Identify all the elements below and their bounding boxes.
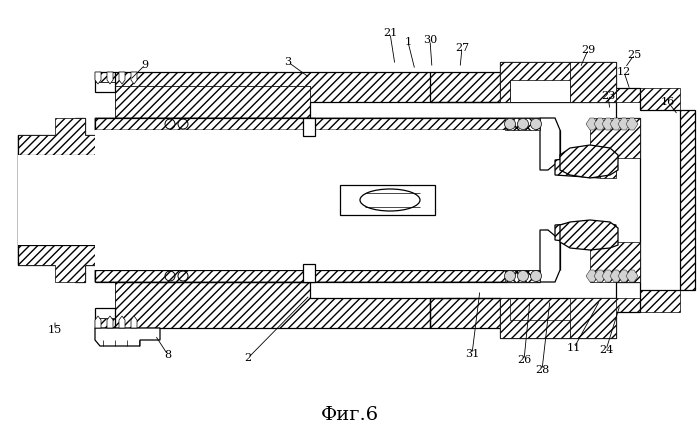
Polygon shape bbox=[570, 298, 616, 338]
Polygon shape bbox=[95, 82, 115, 92]
Polygon shape bbox=[505, 118, 540, 130]
Polygon shape bbox=[600, 155, 616, 178]
Polygon shape bbox=[555, 222, 616, 245]
Text: 12: 12 bbox=[617, 67, 631, 77]
Text: 21: 21 bbox=[383, 28, 397, 38]
Polygon shape bbox=[131, 72, 137, 84]
Polygon shape bbox=[602, 118, 614, 130]
Text: 15: 15 bbox=[48, 325, 62, 335]
Polygon shape bbox=[586, 118, 598, 130]
Text: 23: 23 bbox=[601, 91, 615, 101]
Polygon shape bbox=[640, 290, 680, 312]
Polygon shape bbox=[590, 118, 640, 158]
Text: 24: 24 bbox=[599, 345, 613, 355]
Polygon shape bbox=[610, 270, 622, 282]
Bar bbox=[340, 185, 435, 215]
Polygon shape bbox=[95, 318, 115, 328]
Polygon shape bbox=[586, 270, 598, 282]
Polygon shape bbox=[115, 72, 430, 118]
Bar bbox=[18, 155, 95, 245]
Circle shape bbox=[505, 119, 515, 129]
Text: 30: 30 bbox=[423, 35, 437, 45]
Bar bbox=[510, 72, 570, 102]
Text: 29: 29 bbox=[581, 45, 595, 55]
Polygon shape bbox=[430, 62, 690, 338]
Polygon shape bbox=[95, 316, 101, 328]
Text: 11: 11 bbox=[567, 343, 581, 353]
Polygon shape bbox=[602, 270, 614, 282]
Polygon shape bbox=[680, 110, 695, 290]
Polygon shape bbox=[640, 88, 680, 110]
Circle shape bbox=[517, 271, 528, 281]
Text: 28: 28 bbox=[535, 365, 549, 375]
Polygon shape bbox=[560, 220, 618, 250]
Polygon shape bbox=[555, 155, 616, 178]
Polygon shape bbox=[594, 118, 606, 130]
Circle shape bbox=[505, 271, 515, 281]
Polygon shape bbox=[505, 270, 540, 282]
Polygon shape bbox=[626, 118, 638, 130]
Polygon shape bbox=[115, 282, 430, 328]
Circle shape bbox=[531, 271, 542, 281]
Circle shape bbox=[531, 119, 542, 129]
Circle shape bbox=[517, 119, 528, 129]
Polygon shape bbox=[119, 316, 125, 328]
Text: 26: 26 bbox=[517, 355, 531, 365]
Polygon shape bbox=[115, 86, 310, 118]
Polygon shape bbox=[95, 308, 115, 318]
Polygon shape bbox=[626, 270, 638, 282]
Text: Фиг.6: Фиг.6 bbox=[321, 406, 379, 424]
Text: 16: 16 bbox=[661, 97, 675, 107]
Bar bbox=[95, 130, 545, 270]
Polygon shape bbox=[95, 270, 545, 282]
Polygon shape bbox=[95, 72, 430, 102]
Polygon shape bbox=[500, 62, 570, 102]
Ellipse shape bbox=[360, 189, 420, 211]
Polygon shape bbox=[119, 72, 125, 84]
Polygon shape bbox=[95, 328, 160, 346]
Polygon shape bbox=[500, 298, 570, 338]
Polygon shape bbox=[618, 118, 630, 130]
Polygon shape bbox=[594, 270, 606, 282]
Polygon shape bbox=[560, 145, 618, 178]
Polygon shape bbox=[107, 316, 113, 328]
Text: 27: 27 bbox=[455, 43, 469, 53]
Polygon shape bbox=[95, 118, 545, 130]
Polygon shape bbox=[610, 118, 622, 130]
Polygon shape bbox=[618, 270, 630, 282]
Polygon shape bbox=[18, 245, 95, 282]
Polygon shape bbox=[430, 298, 640, 338]
Text: 2: 2 bbox=[245, 353, 252, 363]
Polygon shape bbox=[115, 282, 430, 328]
Bar bbox=[303, 264, 315, 282]
Polygon shape bbox=[107, 72, 113, 84]
Polygon shape bbox=[540, 118, 560, 170]
Polygon shape bbox=[540, 230, 560, 282]
Polygon shape bbox=[95, 72, 101, 84]
Bar bbox=[303, 118, 315, 136]
Bar bbox=[500, 62, 616, 102]
Polygon shape bbox=[18, 118, 95, 282]
Text: 25: 25 bbox=[627, 50, 641, 60]
Text: 3: 3 bbox=[284, 57, 291, 67]
Text: 9: 9 bbox=[141, 60, 149, 70]
Polygon shape bbox=[430, 62, 640, 102]
Polygon shape bbox=[131, 316, 137, 328]
Polygon shape bbox=[570, 62, 616, 102]
Polygon shape bbox=[115, 72, 430, 102]
Polygon shape bbox=[590, 242, 640, 282]
Text: 8: 8 bbox=[164, 350, 171, 360]
Polygon shape bbox=[18, 118, 95, 155]
Text: 1: 1 bbox=[405, 37, 412, 47]
Polygon shape bbox=[95, 72, 115, 82]
Text: 31: 31 bbox=[465, 349, 479, 359]
